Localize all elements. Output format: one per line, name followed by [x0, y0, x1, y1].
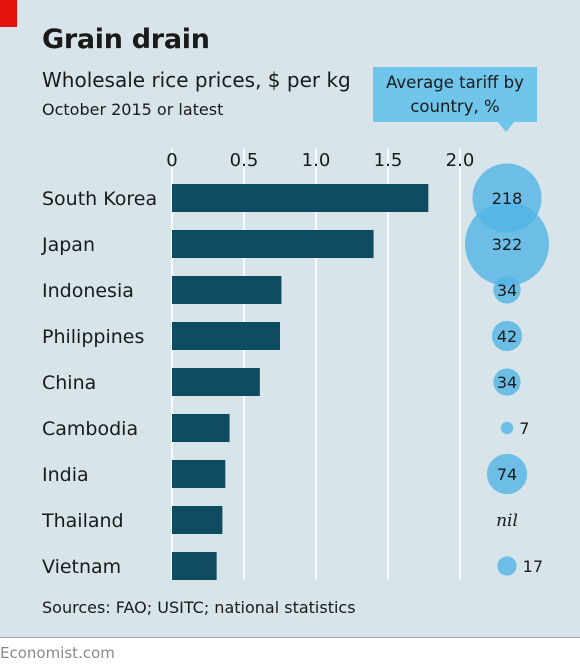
brand-red-tag: [0, 0, 17, 27]
tariff-label: 322: [492, 235, 523, 254]
category-label: South Korea: [42, 188, 157, 210]
bar: [172, 368, 260, 396]
tariff-label: 218: [492, 189, 523, 208]
bar: [172, 506, 223, 534]
bar-chart: 0 0.5 1.0 1.5 2.0 218 322 34 42 34 7 74 nil 17 South…: [41, 148, 549, 580]
tariff-label: nil: [496, 511, 518, 531]
bar: [172, 230, 374, 258]
category-label: India: [42, 464, 89, 486]
x-tick-label: 1.5: [374, 150, 403, 171]
tariff-bubble: [493, 276, 521, 304]
category-label: China: [42, 372, 96, 394]
tariff-label: 17: [523, 557, 543, 576]
x-tick-label: 1.0: [302, 150, 331, 171]
source-note: Sources: FAO; USITC; national statistics: [42, 598, 356, 617]
category-label: Japan: [41, 234, 95, 256]
tariff-legend-callout: Average tariff by country, %: [373, 67, 537, 122]
tariff-label: 74: [497, 465, 517, 484]
x-tick-label: 0: [166, 150, 177, 171]
tariff-bubble: [493, 368, 521, 396]
category-label: Thailand: [41, 510, 124, 532]
tariff-label: 34: [497, 281, 517, 300]
bar: [172, 276, 282, 304]
bar: [172, 184, 429, 212]
tariff-label: 34: [497, 373, 517, 392]
bar: [172, 414, 230, 442]
publisher-credit: Economist.com: [0, 644, 115, 662]
tariff-callout-pointer: [497, 121, 515, 132]
tariff-bubble: [465, 202, 549, 286]
tariff-bubble: [491, 320, 523, 352]
x-tick-label: 2.0: [446, 150, 475, 171]
bar: [172, 460, 226, 488]
category-label: Vietnam: [42, 556, 121, 578]
tariff-label: 7: [519, 419, 529, 438]
x-tick-label: 0.5: [230, 150, 259, 171]
category-label: Philippines: [42, 326, 144, 348]
tariff-bubble: [486, 453, 528, 495]
category-label: Indonesia: [42, 280, 134, 302]
chart-title: Grain drain: [42, 24, 210, 55]
chart-subtitle: Wholesale rice prices, $ per kg: [42, 68, 351, 92]
tariff-bubble: [500, 421, 514, 435]
tariff-bubble: [497, 556, 517, 576]
category-label: Cambodia: [42, 418, 138, 440]
tariff-label: 42: [497, 327, 517, 346]
bar: [172, 322, 280, 350]
bar: [172, 552, 217, 580]
footer-divider: [0, 637, 580, 638]
chart-date-note: October 2015 or latest: [42, 100, 224, 119]
